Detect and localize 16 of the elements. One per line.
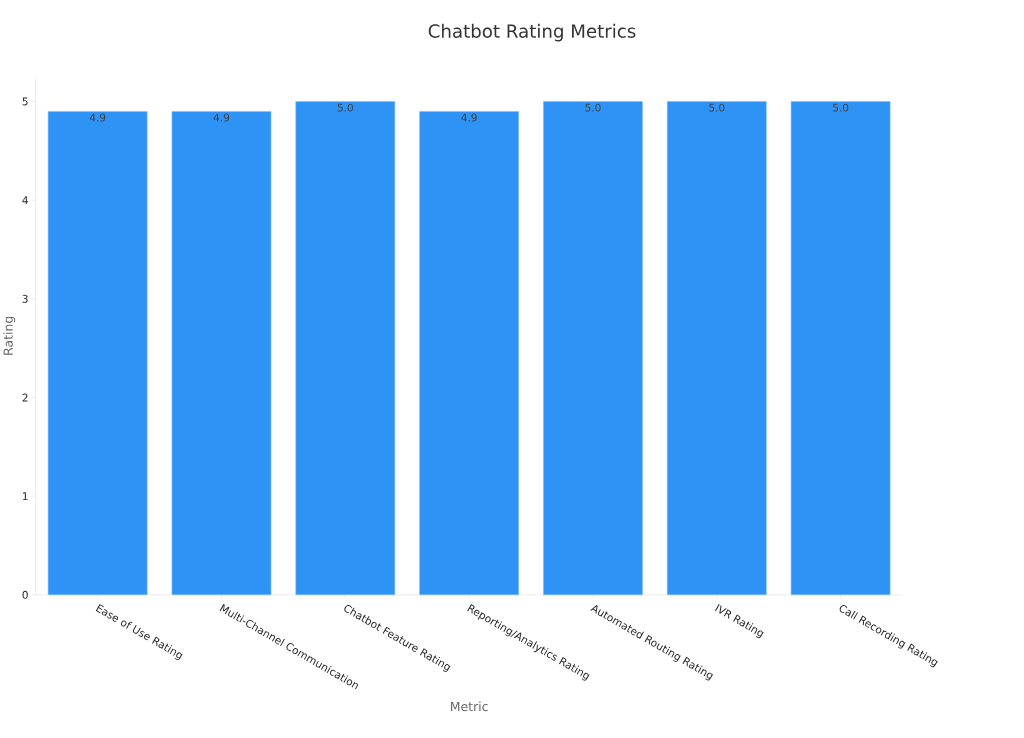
y-tick-label: 3 — [22, 294, 28, 303]
data-label: 5.0 — [337, 103, 353, 112]
y-tick-label: 5 — [22, 97, 28, 106]
y-tick-label: 4 — [22, 196, 28, 205]
data-label: 4.9 — [213, 113, 230, 122]
data-label: 4.9 — [461, 113, 477, 122]
y-tick-label: 0 — [22, 590, 28, 599]
y-tick-label: 2 — [22, 393, 28, 402]
data-label: 4.9 — [89, 113, 106, 122]
y-tick-label: 1 — [22, 492, 28, 500]
data-label: 5.0 — [833, 103, 849, 112]
data-label: 5.0 — [709, 103, 725, 112]
data-label: 5.0 — [585, 103, 601, 112]
y-axis-title: Rating — [3, 316, 16, 355]
chart-title: Chatbot Rating Metrics — [428, 23, 636, 42]
x-axis-title: Metric — [451, 701, 488, 712]
